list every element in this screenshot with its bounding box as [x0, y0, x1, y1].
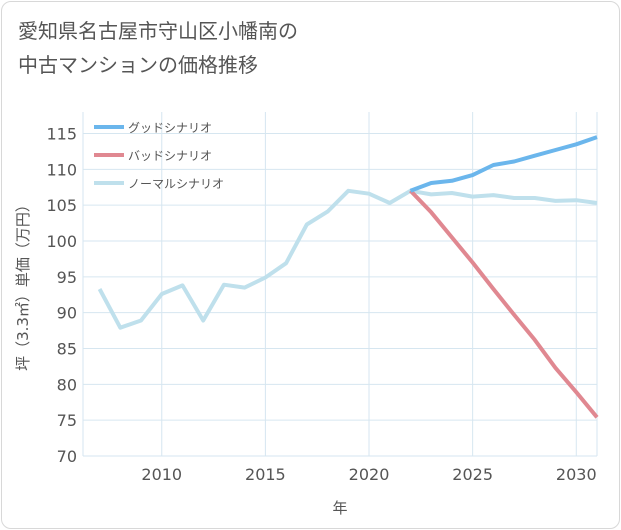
- series-line-normal: [97, 188, 598, 330]
- legend-label-1: バッドシナリオ: [128, 149, 212, 163]
- series-line-good: [409, 135, 598, 193]
- chart-title-line2: 中古マンションの価格推移: [18, 53, 258, 77]
- y-tick-labels: 70 75 80 85 90 95 100 105 110 115: [46, 125, 77, 467]
- y-tick-label-115: 115: [46, 125, 77, 144]
- y-tick-label-90: 90: [57, 304, 77, 323]
- chart-title-line1: 愛知県名古屋市守山区小幡南の: [18, 19, 298, 43]
- x-tick-label-2020: 2020: [349, 465, 390, 484]
- x-axis-title: 年: [332, 499, 347, 517]
- series-line-bad: [409, 189, 599, 419]
- y-tick-label-75: 75: [57, 411, 77, 430]
- y-tick-label-110: 110: [46, 160, 77, 179]
- y-tick-label-85: 85: [57, 340, 77, 359]
- x-tick-label-2010: 2010: [141, 465, 182, 484]
- y-axis-title: 坪（3.3㎡）単価（万円）: [14, 197, 32, 371]
- x-tick-label-2025: 2025: [452, 465, 493, 484]
- y-tick-label-100: 100: [46, 232, 77, 251]
- legend-label-0: グッドシナリオ: [128, 121, 212, 135]
- y-tick-label-105: 105: [46, 196, 77, 215]
- x-tick-labels: 2010 2015 2020 2025 2030: [141, 465, 596, 484]
- y-tick-label-80: 80: [57, 375, 77, 394]
- chart-title: 愛知県名古屋市守山区小幡南の 中古マンションの価格推移: [18, 14, 298, 82]
- x-tick-label-2015: 2015: [245, 465, 286, 484]
- y-tick-label-70: 70: [57, 447, 77, 466]
- y-tick-label-95: 95: [57, 268, 77, 287]
- grid-lines: [82, 112, 598, 457]
- x-tick-label-2030: 2030: [556, 465, 597, 484]
- series-lines: [97, 135, 599, 419]
- legend-label-2: ノーマルシナリオ: [128, 177, 224, 191]
